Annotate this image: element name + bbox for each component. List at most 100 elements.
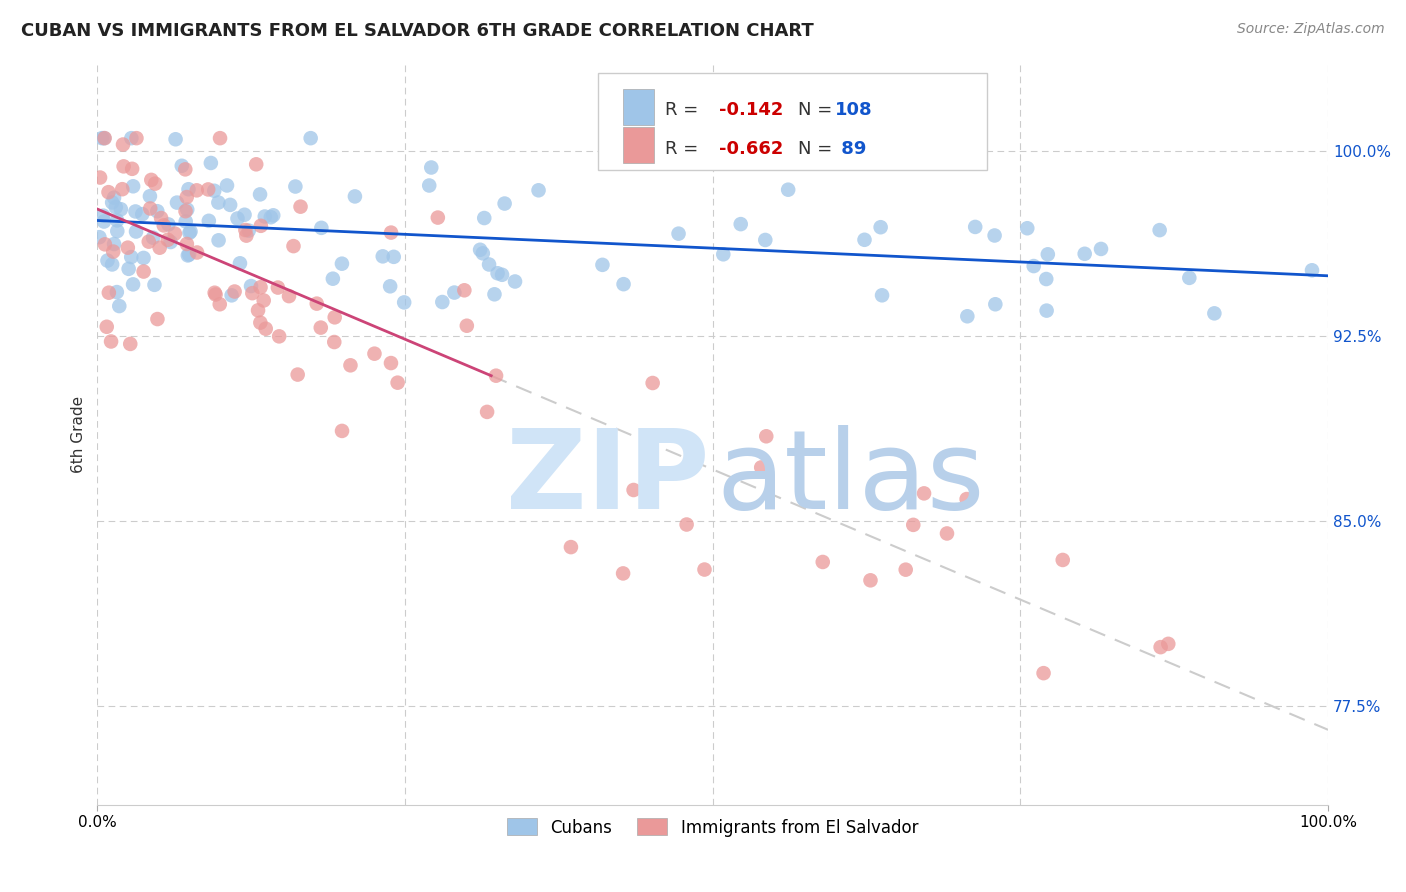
Point [170,159,193,173]
Point [730,217,752,231]
Point [240,279,263,293]
Text: ZIP: ZIP [506,425,709,533]
Point [936,526,959,541]
Point [380,226,402,240]
Point [120,250,142,264]
Point [89,230,111,244]
Point [131,207,153,221]
Point [89,170,111,185]
Point [233,208,256,222]
Point [101,257,124,271]
Point [267,280,290,294]
Point [380,356,402,370]
Point [859,574,882,588]
Point [138,235,160,249]
Point [418,178,440,193]
Point [305,296,328,310]
Point [156,233,179,247]
Point [240,286,263,301]
Point [491,268,513,282]
Legend: Cubans, Immigrants from El Salvador: Cubans, Immigrants from El Salvador [499,810,927,845]
Point [287,368,309,382]
Point [197,182,219,196]
Point [249,280,271,294]
Point [208,297,231,311]
Point [105,224,128,238]
Point [166,195,188,210]
Point [146,204,169,219]
Point [1052,553,1074,567]
Point [174,214,197,228]
Point [323,334,346,349]
Point [224,285,246,299]
Point [894,563,917,577]
Point [1036,247,1059,261]
Point [149,241,172,255]
Point [229,256,252,270]
Point [132,264,155,278]
Point [869,220,891,235]
Text: 108: 108 [835,102,872,120]
Point [103,244,125,259]
FancyBboxPatch shape [599,73,987,170]
Point [177,182,200,196]
Point [125,131,148,145]
Point [283,239,305,253]
Point [141,173,163,187]
Point [226,211,249,226]
Point [253,210,276,224]
Point [811,555,834,569]
Point [983,228,1005,243]
Point [105,285,128,299]
Point [494,196,516,211]
Point [103,191,125,205]
Point [96,319,118,334]
FancyBboxPatch shape [623,89,654,125]
Point [179,226,201,240]
Point [749,460,772,475]
Point [174,204,197,219]
Point [309,320,332,334]
Point [111,182,134,196]
Point [174,162,197,177]
Point [200,156,222,170]
Point [202,184,225,198]
Point [179,247,201,261]
Text: CUBAN VS IMMIGRANTS FROM EL SALVADOR 6TH GRADE CORRELATION CHART: CUBAN VS IMMIGRANTS FROM EL SALVADOR 6TH… [21,22,814,40]
Y-axis label: 6th Grade: 6th Grade [72,396,86,473]
Point [330,424,353,438]
Point [96,253,118,268]
Point [125,225,148,239]
Point [111,137,134,152]
Point [284,179,307,194]
Point [1301,263,1323,277]
Point [101,195,124,210]
Point [311,220,333,235]
Point [1035,272,1057,286]
Point [146,312,169,326]
Point [269,329,291,343]
Point [186,245,208,260]
Point [163,227,186,241]
Point [245,157,267,171]
Point [93,131,115,145]
Point [472,211,495,225]
Point [503,275,526,289]
Point [120,131,142,145]
Point [675,517,697,532]
Point [97,185,120,199]
Point [1149,223,1171,237]
Point [676,435,699,450]
Text: -0.662: -0.662 [718,140,783,158]
Point [1032,666,1054,681]
Point [612,566,634,581]
Point [382,250,405,264]
Point [207,195,229,210]
Point [132,251,155,265]
Point [208,131,231,145]
Point [527,183,550,197]
Point [122,277,145,292]
Text: 89: 89 [835,140,866,158]
Text: R =: R = [665,102,704,120]
Point [456,318,478,333]
